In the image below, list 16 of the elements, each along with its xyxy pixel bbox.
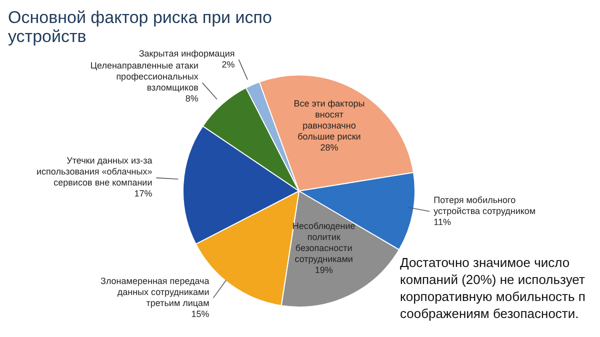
data-label: 17%	[134, 188, 152, 199]
data-label: 8%	[185, 94, 198, 104]
slice-label: Злонамеренная передача данных сотрудниками третьим лицам	[100, 276, 210, 308]
slice-label: Закрытая информация	[138, 48, 235, 58]
data-label: 2%	[222, 59, 235, 70]
data-label: 28%	[320, 142, 338, 152]
slice-label: Целенаправленные атаки профессиональных взломщиков	[90, 60, 199, 93]
slice-label: Потеря мобильного устройства сотрудником	[434, 194, 536, 216]
slice-label: Утечки данных из-за использования «облачных» сервисов вне компании	[36, 156, 152, 188]
chart-title: Основной фактор риска при испо	[8, 8, 272, 27]
chart-subtitle: устройств	[8, 27, 88, 46]
data-label: 11%	[434, 216, 452, 227]
slice-label: Все эти факторы вносят равнозначно большие риски	[294, 98, 365, 142]
text: Достаточно значимое число компаний (20%) не использует корпоративную мобильность п соображениям безопасности.	[400, 254, 586, 322]
data-label: 19%	[314, 265, 333, 276]
data-label: 15%	[191, 308, 210, 319]
